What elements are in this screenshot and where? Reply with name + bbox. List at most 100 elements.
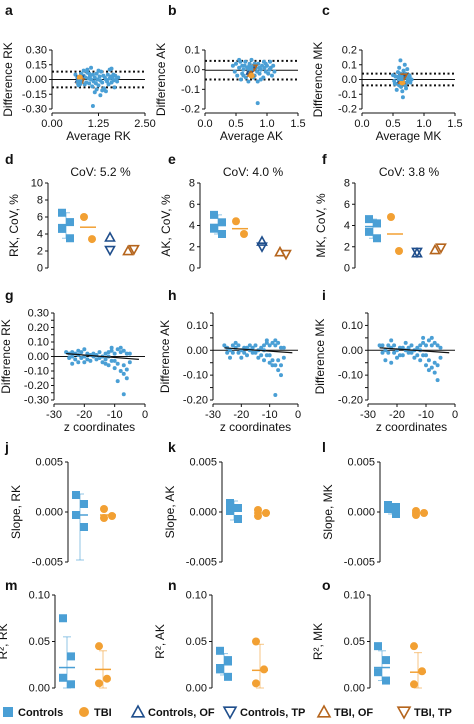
y-tick-label: 2	[37, 246, 43, 258]
data-point	[432, 340, 437, 345]
data-point	[115, 347, 120, 352]
data-point	[106, 82, 111, 87]
data-point	[382, 676, 390, 685]
data-point	[432, 370, 437, 375]
data-point	[121, 392, 126, 397]
data-point	[233, 340, 238, 345]
panel-o: 0.00 0.05 0.10 R², MK o	[311, 577, 426, 695]
legend-marker	[222, 706, 238, 720]
panel-m: 0.00 0.05 0.10 R², RK m	[0, 577, 111, 695]
data-point	[259, 345, 264, 350]
data-point	[383, 358, 388, 363]
y-tick-label: 0.10	[29, 590, 50, 602]
data-point	[254, 512, 262, 520]
trend-line	[379, 347, 450, 354]
data-point	[429, 335, 434, 340]
y-tick-label: -0.10	[183, 370, 208, 382]
data-point	[392, 343, 397, 348]
data-point	[240, 230, 248, 238]
data-point	[268, 59, 273, 64]
data-point	[103, 361, 108, 366]
legend-label: Controls, OF	[148, 707, 215, 719]
data-point	[82, 360, 87, 365]
data-point	[94, 71, 99, 76]
x-tick-label: 0.5	[385, 118, 400, 130]
panel-j: -0.005 0.000 0.005 Slope, RK j	[4, 439, 116, 569]
data-point	[109, 345, 114, 350]
y-tick-label: 8	[37, 195, 43, 207]
data-point	[424, 363, 428, 368]
data-point	[95, 679, 103, 688]
x-tick-label: 1.5	[290, 118, 305, 130]
data-point	[276, 340, 281, 345]
data-point	[127, 360, 132, 365]
data-point	[59, 673, 67, 682]
panel-g: -0.30 -0.20 -0.10 0.00 0.10 0.20 0.30 Differenc…	[0, 287, 148, 434]
y-tick-label: 0	[37, 263, 43, 275]
data-point	[406, 345, 411, 350]
y-tick-label: 0.30	[28, 308, 49, 320]
data-point	[97, 355, 102, 360]
x-tick-label: -10	[107, 409, 123, 421]
data-point	[95, 642, 103, 651]
y-tick-label: 10	[31, 178, 43, 190]
data-point	[67, 355, 72, 360]
data-point	[112, 351, 117, 356]
data-point	[89, 65, 94, 70]
data-point	[67, 680, 75, 689]
y-tick-label: 0.10	[186, 590, 207, 602]
data-point	[406, 350, 411, 355]
data-point	[276, 358, 281, 363]
data-point	[236, 350, 241, 355]
y-axis-label: Difference AK	[158, 320, 172, 393]
panel-title: CoV: 5.2 %	[70, 165, 131, 179]
data-point	[108, 512, 116, 520]
data-point	[106, 363, 111, 368]
y-tick-label: 0.00	[29, 683, 50, 695]
data-point	[424, 353, 428, 358]
panel-title: CoV: 4.0 %	[223, 165, 284, 179]
data-point	[76, 360, 81, 365]
panel-letter: n	[168, 577, 177, 593]
data-point	[91, 351, 96, 356]
data-point	[392, 350, 397, 355]
legend-marker	[130, 704, 146, 718]
x-tick-label: 0.0	[354, 118, 369, 130]
data-point	[230, 350, 235, 355]
y-tick-label: 0.10	[187, 320, 208, 332]
y-tick-label: -0.005	[186, 557, 217, 569]
x-axis-label: Average RK	[66, 129, 130, 143]
data-point	[238, 77, 243, 82]
data-point	[397, 65, 402, 70]
group-marker	[248, 72, 255, 79]
data-point	[128, 244, 140, 256]
data-point	[104, 231, 116, 242]
data-point	[410, 642, 418, 651]
data-point	[255, 79, 260, 84]
data-point	[389, 338, 394, 343]
data-point	[259, 353, 264, 358]
data-point	[387, 213, 395, 221]
panel-letter: o	[322, 577, 331, 593]
y-axis-label: AK, CoV, %	[159, 194, 173, 257]
data-point	[435, 343, 440, 348]
legend-item: Controls, OF	[130, 704, 215, 719]
y-tick-label: -0.2	[181, 104, 200, 116]
y-tick-label: 2	[189, 241, 195, 253]
x-tick-label: 0	[295, 409, 301, 421]
y-tick-label: 0.10	[342, 320, 363, 332]
y-tick-label: 0.0	[185, 64, 200, 76]
data-point	[264, 353, 269, 358]
data-point	[404, 80, 409, 85]
data-point	[400, 353, 405, 358]
x-axis-label: z coordinates	[376, 420, 447, 434]
data-point	[415, 345, 420, 350]
data-point	[115, 79, 120, 84]
y-tick-label: 0.10	[344, 590, 365, 602]
data-point	[94, 87, 99, 92]
group-marker	[76, 74, 83, 81]
data-point	[59, 614, 67, 623]
y-tick-label: -0.10	[338, 370, 363, 382]
data-point	[66, 218, 74, 227]
data-point	[418, 343, 423, 348]
